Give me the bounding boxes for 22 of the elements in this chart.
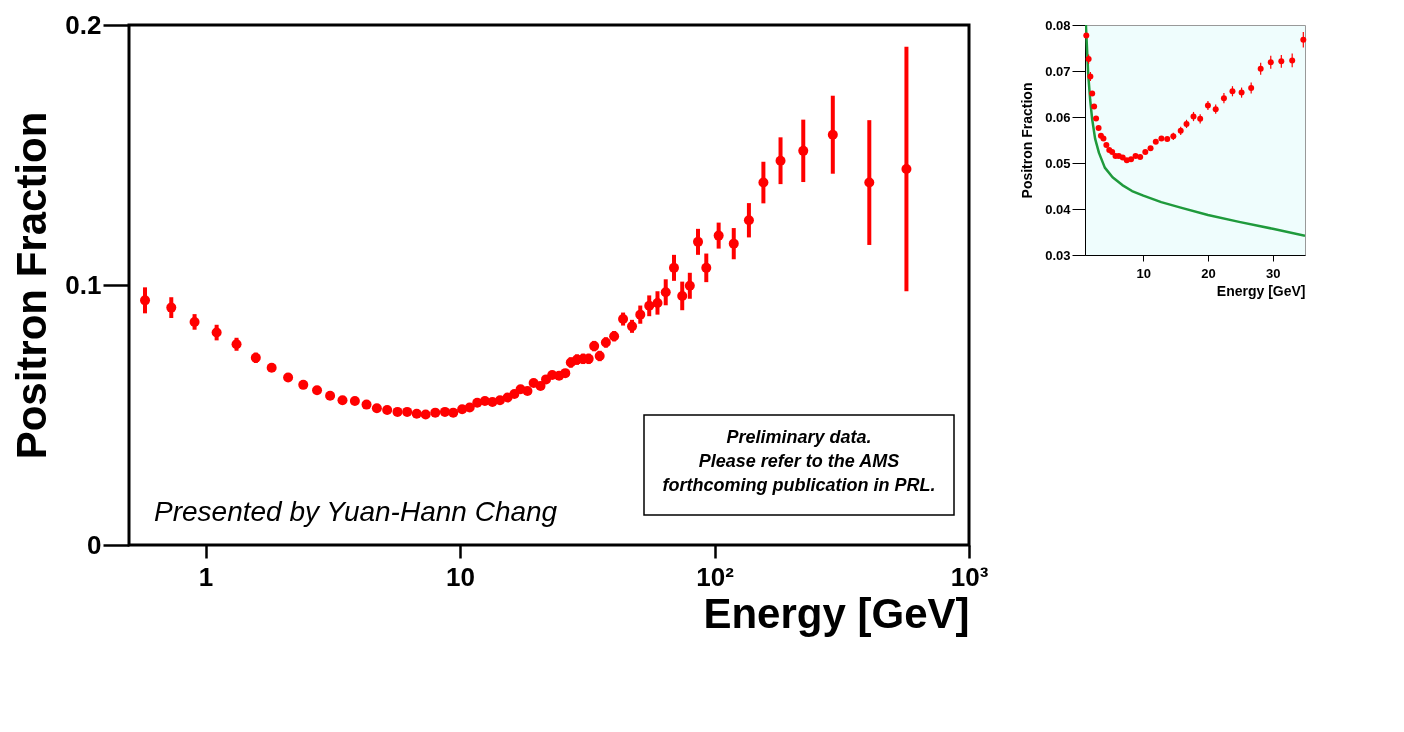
y-axis-title: Positron Fraction xyxy=(1019,82,1036,199)
annotation: Presented by Yuan-Hann Chang xyxy=(154,496,558,527)
y-tick-label: 0 xyxy=(87,529,102,560)
y-tick-label: 0.06 xyxy=(1045,109,1071,125)
x-axis-title: Energy [GeV] xyxy=(703,589,970,637)
x-tick-label: 30 xyxy=(1265,265,1281,281)
x-tick-label: 10³ xyxy=(950,561,989,592)
y-axis-title: Positron Fraction xyxy=(8,111,56,460)
y-tick-label: 0.2 xyxy=(65,9,102,40)
x-tick-label: 20 xyxy=(1201,265,1216,281)
y-tick-label: 0.05 xyxy=(1045,155,1071,171)
x-axis-title: Energy [GeV] xyxy=(1216,282,1306,299)
y-tick-label: 0.1 xyxy=(65,269,102,300)
y-tick-label: 0.08 xyxy=(1045,17,1071,33)
y-tick-label: 0.04 xyxy=(1045,201,1072,217)
annotation: Preliminary data. Please refer to the AMS forthcoming publication in PRL. xyxy=(662,427,936,495)
x-tick-label: 10 xyxy=(446,561,476,592)
x-tick-label: 1 xyxy=(198,561,214,592)
x-tick-label: 10 xyxy=(1136,265,1151,281)
y-tick-label: 0.07 xyxy=(1045,63,1071,79)
x-tick-label: 10² xyxy=(696,561,735,592)
y-tick-label: 0.03 xyxy=(1045,247,1071,263)
